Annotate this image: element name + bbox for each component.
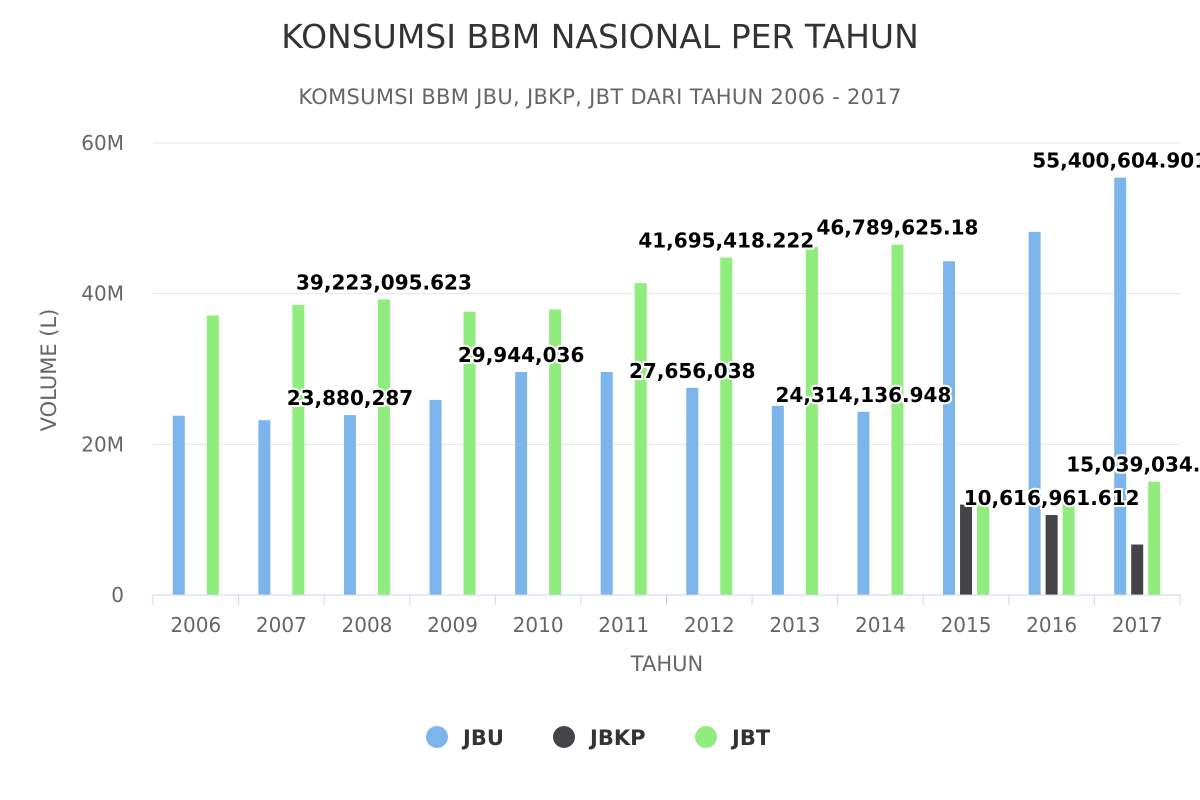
chart-subtitle: KOMSUMSI BBM JBU, JBKP, JBT DARI TAHUN 2… <box>298 85 901 109</box>
data-label: 23,880,287 <box>287 386 414 410</box>
data-label: 10,616,961.612 <box>964 486 1140 510</box>
bar-jbu-2012[interactable] <box>686 387 699 595</box>
legend-marker <box>553 726 575 748</box>
x-axis: 2006 2007 2008 2009 2010 2011 2012 2013 2014 2015… <box>152 594 1181 637</box>
x-tick-label: 2015 <box>941 613 992 637</box>
x-tick-label: 2016 <box>1026 613 1077 637</box>
data-label: 41,695,418.222 <box>638 229 814 253</box>
x-tick-label: 2012 <box>684 613 735 637</box>
bars <box>172 177 1161 596</box>
bar-jbt-2016[interactable] <box>1062 497 1075 595</box>
bar-jbu-2006[interactable] <box>172 415 185 595</box>
x-tick-label: 2014 <box>855 613 906 637</box>
data-labels: 39,223,095.623 23,880,287 29,944,036 41,695… <box>285 147 1200 512</box>
data-label: 15,039,034.062 <box>1066 453 1200 477</box>
data-label: 29,944,036 <box>458 343 585 367</box>
bar-jbt-2008[interactable] <box>377 299 390 595</box>
bar-jbu-2011[interactable] <box>600 372 613 595</box>
x-tick-label: 2013 <box>769 613 820 637</box>
x-tick-label: 2010 <box>513 613 564 637</box>
bar-jbt-2009[interactable] <box>463 311 476 595</box>
data-label: 46,789,625.18 <box>816 216 978 240</box>
bar-jbt-2007[interactable] <box>292 304 305 595</box>
gridlines <box>153 142 1180 445</box>
x-tick-label: 2017 <box>1112 613 1163 637</box>
data-label: 27,656,038 <box>629 359 756 383</box>
bar-jbkp-2015[interactable] <box>960 504 973 595</box>
y-tick-label: 20M <box>81 432 124 456</box>
bar-jbu-2009[interactable] <box>429 399 442 595</box>
bar-jbt-2015[interactable] <box>977 497 990 595</box>
bar-jbu-2010[interactable] <box>515 372 528 595</box>
legend-item-jbt[interactable]: JBT <box>695 726 771 750</box>
x-axis-title: TAHUN <box>630 652 703 676</box>
bar-jbu-2008[interactable] <box>343 415 356 595</box>
bar-jbkp-2017[interactable] <box>1131 544 1144 595</box>
bar-jbu-2007[interactable] <box>258 420 271 595</box>
legend: JBU JBKP JBT <box>426 726 771 750</box>
bar-jbu-2015[interactable] <box>943 261 956 595</box>
legend-item-jbu[interactable]: JBU <box>426 726 504 750</box>
data-label: 39,223,095.623 <box>296 271 472 295</box>
legend-label: JBT <box>730 726 771 750</box>
y-tick-label: 40M <box>81 282 124 306</box>
legend-label: JBKP <box>588 726 645 750</box>
x-tick-label: 2008 <box>342 613 393 637</box>
legend-marker <box>695 726 717 748</box>
chart-title: KONSUMSI BBM NASIONAL PER TAHUN <box>281 17 919 56</box>
legend-marker <box>426 726 448 748</box>
bar-jbt-2011[interactable] <box>634 283 647 595</box>
bar-jbu-2014[interactable] <box>857 411 870 595</box>
x-tick-label: 2007 <box>256 613 307 637</box>
bar-jbt-2012[interactable] <box>720 257 733 595</box>
legend-item-jbkp[interactable]: JBKP <box>553 726 645 750</box>
bar-jbu-2016[interactable] <box>1028 231 1041 596</box>
x-tick-label: 2009 <box>427 613 478 637</box>
bar-jbt-2010[interactable] <box>549 309 562 595</box>
bar-jbu-2017[interactable] <box>1114 177 1127 595</box>
bar-jbt-2017[interactable] <box>1148 481 1161 595</box>
y-tick-label: 0 <box>111 583 124 607</box>
x-tick-label: 2011 <box>598 613 649 637</box>
bar-jbt-2006[interactable] <box>206 315 219 595</box>
bar-jbkp-2016[interactable] <box>1045 515 1058 595</box>
legend-label: JBU <box>461 726 504 750</box>
y-tick-label: 60M <box>81 131 124 155</box>
y-axis-title: VOLUME (L) <box>37 309 61 432</box>
data-label: 24,314,136.948 <box>776 383 952 407</box>
x-tick-label: 2006 <box>170 613 221 637</box>
data-label: 55,400,604.901 <box>1032 149 1200 173</box>
bar-jbt-2014[interactable] <box>891 244 904 595</box>
bar-jbu-2013[interactable] <box>771 405 784 595</box>
bar-jbt-2013[interactable] <box>805 246 818 595</box>
y-axis: 0 20M 40M 60M <box>81 131 124 607</box>
